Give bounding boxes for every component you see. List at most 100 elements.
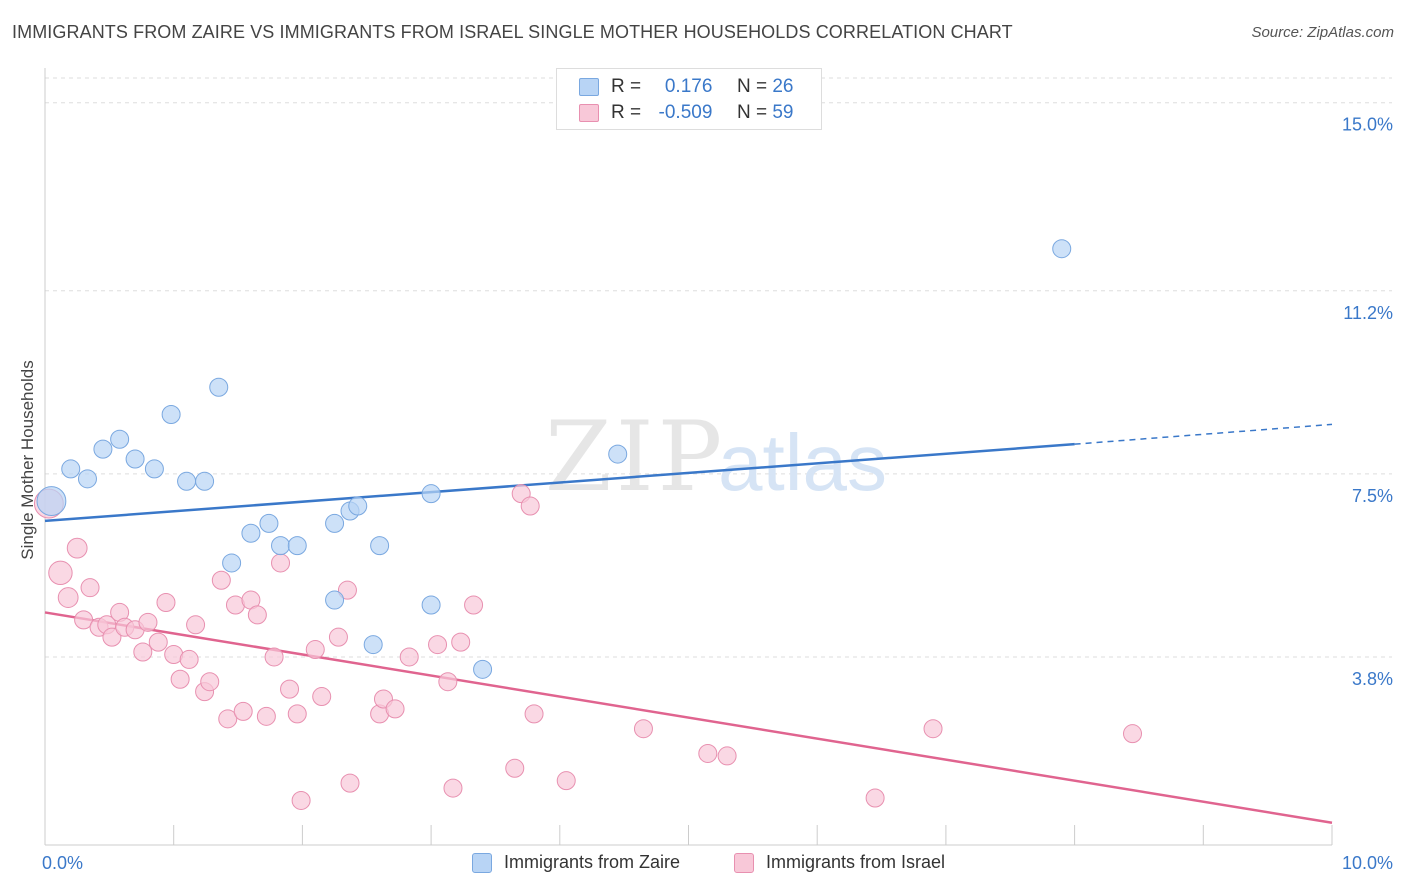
- n-value-zaire: 26: [772, 76, 794, 97]
- data-points: [33, 239, 1143, 810]
- point-israel: [451, 632, 471, 652]
- trend-line-zaire: [44, 442, 1075, 523]
- point-zaire: [209, 377, 229, 397]
- point-israel: [312, 687, 332, 707]
- y-tick-label: 15.0%: [1342, 115, 1393, 135]
- legend-swatch-zaire: [472, 853, 492, 873]
- point-zaire: [177, 471, 197, 491]
- point-israel: [247, 605, 267, 625]
- point-israel: [556, 771, 576, 791]
- point-israel: [305, 640, 325, 660]
- point-zaire: [110, 429, 130, 449]
- watermark-zip: ZIP: [545, 401, 726, 513]
- series-legend: Immigrants from Zaire Immigrants from Is…: [0, 850, 1406, 880]
- r-value-israel: -0.509: [658, 102, 713, 123]
- y-tick-label: 7.5%: [1352, 486, 1393, 506]
- point-zaire: [125, 449, 145, 469]
- n-label: N =: [736, 76, 768, 97]
- point-israel: [179, 649, 199, 669]
- y-tick-label: 11.2%: [1343, 303, 1393, 323]
- source-label: Source: ZipAtlas.com: [1251, 24, 1394, 41]
- legend-swatch-israel: [579, 104, 599, 122]
- point-israel: [280, 679, 300, 699]
- point-israel: [186, 615, 206, 635]
- r-label: R =: [611, 76, 642, 97]
- point-israel: [80, 578, 100, 598]
- point-zaire: [370, 536, 390, 556]
- point-israel: [48, 560, 73, 586]
- point-israel: [438, 672, 458, 692]
- point-israel: [524, 704, 544, 724]
- point-israel: [291, 790, 311, 810]
- point-zaire: [271, 536, 291, 556]
- point-israel: [717, 746, 737, 766]
- point-israel: [211, 570, 231, 590]
- point-israel: [233, 701, 253, 721]
- point-zaire: [421, 484, 441, 504]
- point-israel: [505, 758, 525, 778]
- point-israel: [170, 669, 190, 689]
- point-israel: [443, 778, 463, 798]
- point-zaire: [61, 459, 81, 479]
- point-zaire: [348, 496, 368, 516]
- point-israel: [133, 642, 153, 662]
- point-zaire: [222, 553, 242, 573]
- point-israel: [428, 635, 448, 655]
- point-israel: [148, 632, 168, 652]
- r-value-zaire: 0.176: [664, 76, 713, 97]
- point-israel: [328, 627, 348, 647]
- n-label: N =: [736, 102, 768, 123]
- point-israel: [287, 704, 307, 724]
- trend-line-israel: [44, 611, 1333, 824]
- point-zaire: [93, 439, 113, 459]
- trend-line-zaire-extension: [1074, 423, 1333, 445]
- x-tick-label: 10.0%: [1342, 853, 1393, 873]
- point-israel: [156, 593, 176, 613]
- trend-lines: [44, 423, 1333, 824]
- watermark-atlas: atlas: [718, 418, 887, 507]
- grid-lines: [45, 77, 1392, 658]
- point-israel: [923, 719, 943, 739]
- point-zaire: [287, 536, 307, 556]
- point-israel: [337, 580, 357, 600]
- point-israel: [520, 496, 540, 516]
- point-israel: [1123, 724, 1143, 744]
- point-israel: [218, 709, 238, 729]
- point-israel: [102, 627, 122, 647]
- tick-labels: 3.8% 7.5% 11.2% 15.0% 0.0% 10.0%: [42, 115, 1393, 873]
- x-tick-label: 0.0%: [42, 853, 83, 873]
- point-israel: [200, 672, 220, 692]
- axes: [44, 68, 1333, 846]
- point-israel: [271, 553, 291, 573]
- point-israel: [464, 595, 484, 615]
- legend-swatch-israel: [734, 853, 754, 873]
- point-israel: [256, 706, 276, 726]
- y-axis-label: Single Mother Households: [18, 360, 37, 560]
- legend-label-israel: Immigrants from Israel: [766, 852, 946, 872]
- y-tick-label: 3.8%: [1352, 669, 1393, 689]
- point-zaire: [144, 459, 164, 479]
- point-zaire: [325, 590, 345, 610]
- correlation-legend: R = 0.176 N = 26 R = -0.509 N = 59: [556, 68, 822, 130]
- point-israel: [66, 537, 88, 559]
- point-israel: [698, 743, 718, 763]
- point-zaire: [1052, 239, 1072, 259]
- point-zaire: [363, 635, 383, 655]
- r-label: R =: [611, 102, 642, 123]
- legend-label-zaire: Immigrants from Zaire: [504, 852, 681, 872]
- point-israel: [385, 699, 405, 719]
- chart-title: IMMIGRANTS FROM ZAIRE VS IMMIGRANTS FROM…: [12, 22, 1013, 42]
- point-zaire: [259, 513, 279, 533]
- n-value-israel: 59: [772, 102, 794, 123]
- legend-swatch-zaire: [579, 78, 599, 96]
- point-zaire: [473, 659, 493, 679]
- point-israel: [57, 587, 79, 608]
- point-zaire: [77, 469, 97, 489]
- point-israel: [138, 612, 158, 632]
- point-israel: [865, 788, 885, 808]
- point-israel: [340, 773, 360, 793]
- point-zaire: [195, 471, 215, 491]
- point-israel: [633, 719, 653, 739]
- point-israel: [399, 647, 419, 667]
